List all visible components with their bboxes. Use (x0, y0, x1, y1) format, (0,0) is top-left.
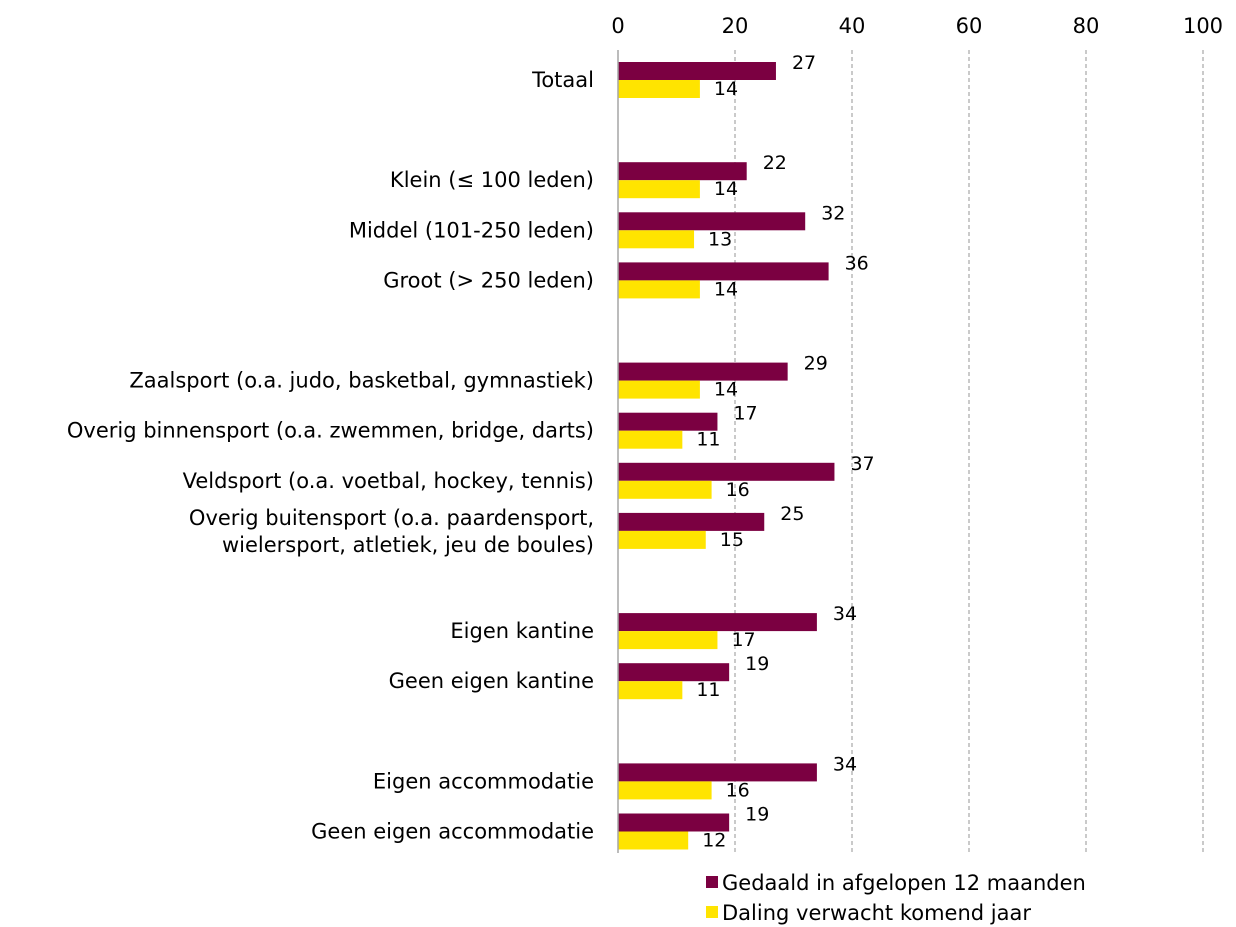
data-label: 32 (821, 202, 845, 224)
data-label: 19 (745, 653, 769, 675)
category-label: Veldsport (o.a. voetbal, hockey, tennis) (183, 469, 594, 493)
data-label: 16 (726, 779, 750, 801)
category-label: Eigen kantine (450, 619, 594, 643)
data-label: 14 (714, 379, 738, 401)
category-label: Geen eigen accommodatie (311, 820, 594, 844)
data-label: 14 (714, 278, 738, 300)
data-label: 17 (733, 403, 757, 425)
legend-swatch (706, 876, 718, 888)
legend-label: Daling verwacht komend jaar (722, 901, 1031, 925)
category-label: Klein (≤ 100 leden) (390, 168, 594, 192)
x-tick-label: 0 (611, 14, 624, 38)
bars (618, 62, 835, 850)
data-label: 36 (845, 252, 869, 274)
bar-verwacht (618, 80, 700, 98)
data-label: 19 (745, 804, 769, 826)
legend: Gedaald in afgelopen 12 maanden Daling ve… (706, 871, 1086, 925)
x-tick-label: 100 (1183, 14, 1223, 38)
x-tick-label: 40 (839, 14, 866, 38)
category-label: Zaalsport (o.a. judo, basketbal, gymnast… (129, 369, 594, 393)
category-label: Overig buitensport (o.a. paardensport, (189, 506, 594, 530)
category-label: Middel (101-250 leden) (349, 218, 594, 242)
bar-verwacht (618, 480, 712, 499)
bar-gedaald (618, 663, 730, 682)
bar-verwacht (618, 380, 700, 399)
bar-verwacht (618, 681, 683, 700)
category-label: wielersport, atletiek, jeu de boules) (222, 533, 594, 557)
data-label: 27 (792, 52, 816, 74)
bar-verwacht (618, 631, 718, 650)
data-label: 22 (763, 152, 787, 174)
bar-verwacht (618, 280, 700, 299)
bar-verwacht (618, 180, 700, 199)
bar-gedaald (618, 212, 806, 231)
bar-verwacht (618, 831, 689, 850)
data-label: 12 (702, 830, 726, 852)
bar-verwacht (618, 530, 706, 549)
legend-label: Gedaald in afgelopen 12 maanden (722, 871, 1086, 895)
bar-gedaald (618, 162, 747, 181)
bar-verwacht (618, 230, 695, 249)
bar-gedaald (618, 613, 817, 632)
category-labels: Totaal Klein (≤ 100 leden) Middel (101-250… (67, 68, 594, 844)
x-tick-label: 80 (1073, 14, 1100, 38)
data-label: 37 (850, 453, 874, 475)
data-label: 14 (714, 178, 738, 200)
data-label: 13 (708, 228, 732, 250)
bar-gedaald (618, 512, 765, 531)
bar-gedaald (618, 462, 835, 481)
legend-swatch (706, 906, 718, 918)
data-label: 25 (780, 503, 804, 525)
bar-gedaald (618, 813, 730, 832)
category-label: Eigen accommodatie (373, 769, 594, 793)
bar-gedaald (618, 262, 829, 281)
bar-gedaald (618, 362, 788, 381)
data-label: 34 (833, 753, 857, 775)
gridlines (734, 50, 1204, 853)
data-label: 15 (720, 529, 744, 551)
data-label: 17 (731, 629, 755, 651)
bar-gedaald (618, 62, 776, 80)
bar-verwacht (618, 781, 712, 800)
data-label: 11 (696, 429, 720, 451)
data-label: 16 (726, 479, 750, 501)
bar-verwacht (618, 430, 683, 449)
x-tick-label: 20 (722, 14, 749, 38)
category-label: Geen eigen kantine (389, 669, 594, 693)
data-label: 34 (833, 603, 857, 625)
data-label: 14 (714, 78, 738, 100)
category-label: Groot (> 250 leden) (383, 268, 594, 292)
data-label: 29 (804, 353, 828, 375)
x-axis-ticks: 0 20 40 60 80 100 (611, 14, 1223, 38)
category-label: Totaal (531, 68, 594, 92)
bar-gedaald (618, 412, 718, 431)
bar-gedaald (618, 763, 817, 782)
data-labels: 2714221432133614291417113716251534171911… (696, 52, 874, 852)
category-label: Overig binnensport (o.a. zwemmen, bridge… (67, 419, 594, 443)
x-tick-label: 60 (956, 14, 983, 38)
data-label: 11 (696, 679, 720, 701)
